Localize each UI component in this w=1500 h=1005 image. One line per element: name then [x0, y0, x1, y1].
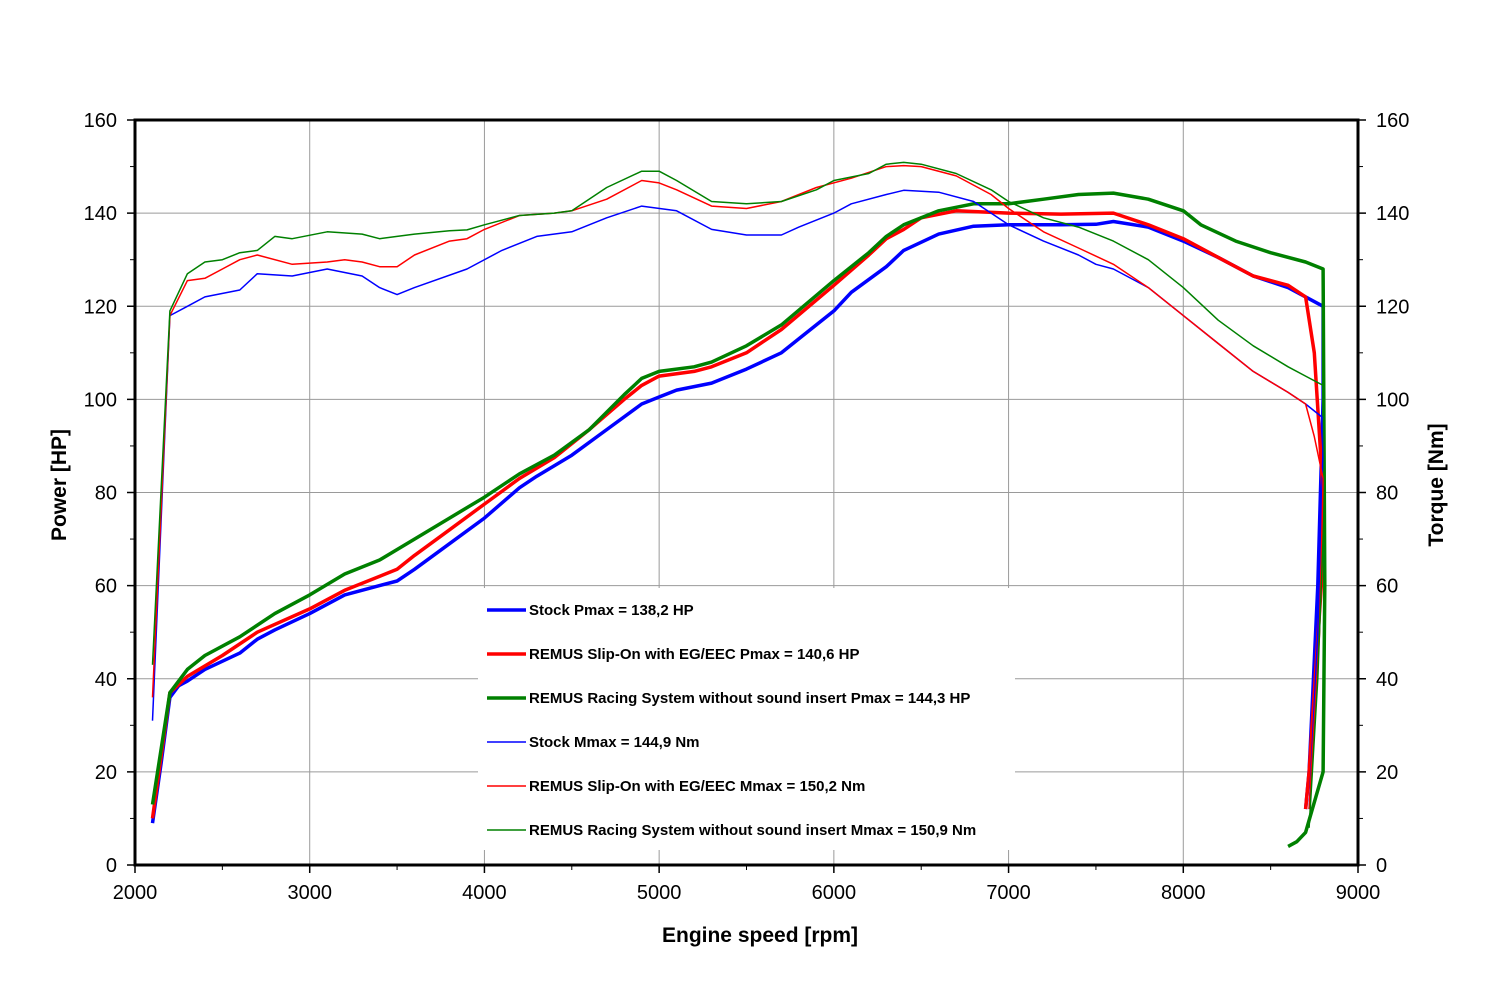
y-tick-label: 40 — [95, 669, 117, 691]
y-tick-label: 160 — [84, 110, 117, 132]
y-tick-label: 100 — [84, 389, 117, 411]
legend-background — [478, 588, 1015, 850]
series-line-4 — [151, 164, 1324, 810]
y-tick-label: 60 — [95, 576, 117, 598]
y2-tick-label: 160 — [1376, 110, 1409, 132]
y-tick-label: 140 — [84, 203, 117, 225]
y2-tick-label: 80 — [1376, 483, 1398, 505]
legend-label: REMUS Racing System without sound insert… — [529, 822, 976, 839]
y2-tick-label: 120 — [1376, 296, 1409, 318]
legend-label: Stock Mmax = 144,9 Nm — [529, 734, 700, 751]
series-line-5 — [151, 161, 1326, 828]
y-tick-label: 0 — [106, 855, 117, 877]
legend-label: REMUS Racing System without sound insert… — [529, 690, 970, 707]
y-axis-label: Power [HP] — [48, 429, 71, 541]
legend-label: REMUS Slip-On with EG/EEC Pmax = 140,6 H… — [529, 646, 860, 663]
x-tick-label: 2000 — [113, 882, 158, 904]
y2-tick-label: 140 — [1376, 203, 1409, 225]
x-tick-label: 7000 — [986, 882, 1031, 904]
y2-axis-label: Torque [Nm] — [1425, 423, 1448, 546]
legend: Stock Pmax = 138,2 HP REMUS Slip-On with … — [487, 602, 976, 839]
y-tick-label: 80 — [95, 483, 117, 505]
y2-tick-label: 100 — [1376, 389, 1409, 411]
series-line-1 — [150, 209, 1325, 819]
y-tick-label: 120 — [84, 296, 117, 318]
y2-tick-label: 60 — [1376, 576, 1398, 598]
legend-label: Stock Pmax = 138,2 HP — [529, 602, 694, 619]
x-axis-label: Engine speed [rpm] — [662, 924, 858, 947]
x-tick-label: 5000 — [637, 882, 682, 904]
y-tick-label: 20 — [95, 762, 117, 784]
legend-label: REMUS Slip-On with EG/EEC Mmax = 150,2 N… — [529, 778, 865, 795]
x-axis: 2000 3000 4000 5000 6000 7000 8000 9000 — [113, 865, 1381, 904]
y2-tick-label: 20 — [1376, 762, 1398, 784]
series-line-2 — [150, 191, 1327, 848]
y2-tick-label: 40 — [1376, 669, 1398, 691]
x-tick-label: 3000 — [287, 882, 332, 904]
y2-tick-label: 0 — [1376, 855, 1387, 877]
x-tick-label: 6000 — [812, 882, 857, 904]
series-lines — [150, 161, 1327, 848]
x-tick-label: 4000 — [462, 882, 507, 904]
x-tick-label: 9000 — [1336, 882, 1381, 904]
y-axis-right: 0 20 40 60 80 100 120 140 160 — [1358, 110, 1409, 877]
y-axis-left: 0 20 40 60 80 100 120 140 160 — [84, 110, 135, 877]
x-tick-label: 8000 — [1161, 882, 1206, 904]
plot-frame — [133, 118, 1360, 867]
